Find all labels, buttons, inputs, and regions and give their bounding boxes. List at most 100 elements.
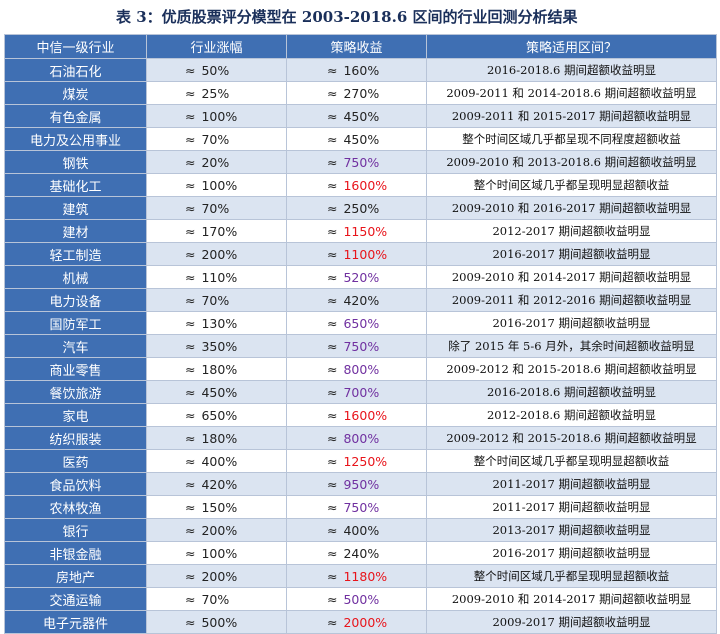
- strategy-return-cell: ≈1100%: [286, 242, 427, 266]
- approx-symbol: ≈: [327, 361, 338, 377]
- approx-symbol: ≈: [327, 62, 338, 78]
- table-row: 建材 ≈170% ≈1150% 2012-2017 期间超额收益明显: [4, 219, 717, 243]
- strategy-return-value: 750%: [343, 338, 380, 354]
- applicable-period-cell: 2009-2012 和 2015-2018.6 期间超额收益明显: [426, 357, 717, 381]
- approx-symbol: ≈: [327, 85, 338, 101]
- table-row: 食品饮料 ≈420% ≈950% 2011-2017 期间超额收益明显: [4, 472, 717, 496]
- applicable-period-cell: 除了 2015 年 5-6 月外，其余时间超额收益明显: [426, 334, 717, 358]
- table-row: 电力及公用事业 ≈70% ≈450% 整个时间区域几乎都呈现不同程度超额收益: [4, 127, 717, 151]
- applicable-period-cell: 2009-2012 和 2015-2018.6 期间超额收益明显: [426, 426, 717, 450]
- industry-cell: 汽车: [4, 334, 147, 358]
- approx-symbol: ≈: [185, 223, 196, 239]
- industry-rise-value: 500%: [201, 614, 238, 630]
- industry-rise-value: 150%: [201, 499, 238, 515]
- approx-symbol: ≈: [327, 476, 338, 492]
- industry-cell: 农林牧渔: [4, 495, 147, 519]
- approx-symbol: ≈: [327, 568, 338, 584]
- industry-rise-cell: ≈50%: [146, 58, 287, 82]
- industry-rise-value: 25%: [201, 85, 230, 101]
- header-row: 中信一级行业 行业涨幅 策略收益 策略适用区间？: [4, 34, 717, 59]
- strategy-return-value: 1600%: [343, 177, 388, 193]
- approx-symbol: ≈: [327, 315, 338, 331]
- applicable-period-cell: 2009-2011 和 2015-2017 期间超额收益明显: [426, 104, 717, 128]
- table-row: 农林牧渔 ≈150% ≈750% 2011-2017 期间超额收益明显: [4, 495, 717, 519]
- approx-symbol: ≈: [185, 338, 196, 354]
- applicable-period-cell: 2013-2017 期间超额收益明显: [426, 518, 717, 542]
- industry-rise-cell: ≈200%: [146, 518, 287, 542]
- industry-cell: 建筑: [4, 196, 147, 220]
- industry-cell: 电力及公用事业: [4, 127, 147, 151]
- industry-rise-cell: ≈170%: [146, 219, 287, 243]
- strategy-return-value: 240%: [343, 545, 380, 561]
- table-row: 石油石化 ≈50% ≈160% 2016-2018.6 期间超额收益明显: [4, 58, 717, 82]
- strategy-return-cell: ≈800%: [286, 357, 427, 381]
- table-row: 餐饮旅游 ≈450% ≈700% 2016-2018.6 期间超额收益明显: [4, 380, 717, 404]
- industry-rise-cell: ≈500%: [146, 610, 287, 634]
- approx-symbol: ≈: [185, 384, 196, 400]
- approx-symbol: ≈: [327, 499, 338, 515]
- approx-symbol: ≈: [185, 522, 196, 538]
- industry-cell: 家电: [4, 403, 147, 427]
- approx-symbol: ≈: [185, 292, 196, 308]
- approx-symbol: ≈: [185, 614, 196, 630]
- applicable-period-cell: 整个时间区域几乎都呈现明显超额收益: [426, 564, 717, 588]
- approx-symbol: ≈: [327, 131, 338, 147]
- industry-rise-cell: ≈100%: [146, 104, 287, 128]
- approx-symbol: ≈: [327, 200, 338, 216]
- strategy-return-cell: ≈250%: [286, 196, 427, 220]
- industry-rise-cell: ≈650%: [146, 403, 287, 427]
- industry-cell: 基础化工: [4, 173, 147, 197]
- strategy-return-cell: ≈1250%: [286, 449, 427, 473]
- industry-cell: 医药: [4, 449, 147, 473]
- strategy-return-value: 450%: [343, 131, 380, 147]
- applicable-period-cell: 2009-2010 和 2014-2017 期间超额收益明显: [426, 587, 717, 611]
- applicable-period-cell: 2016-2017 期间超额收益明显: [426, 541, 717, 565]
- industry-cell: 轻工制造: [4, 242, 147, 266]
- approx-symbol: ≈: [185, 315, 196, 331]
- approx-symbol: ≈: [185, 499, 196, 515]
- table-row: 房地产 ≈200% ≈1180% 整个时间区域几乎都呈现明显超额收益: [4, 564, 717, 588]
- strategy-return-value: 750%: [343, 499, 380, 515]
- industry-rise-cell: ≈150%: [146, 495, 287, 519]
- table-body: 石油石化 ≈50% ≈160% 2016-2018.6 期间超额收益明显 煤炭 ≈25% ≈…: [4, 58, 717, 634]
- industry-cell: 国防军工: [4, 311, 147, 335]
- strategy-return-cell: ≈450%: [286, 127, 427, 151]
- applicable-period-cell: 2009-2010 和 2013-2018.6 期间超额收益明显: [426, 150, 717, 174]
- approx-symbol: ≈: [327, 223, 338, 239]
- table-row: 交通运输 ≈70% ≈500% 2009-2010 和 2014-2017 期间超额收…: [4, 587, 717, 611]
- approx-symbol: ≈: [327, 292, 338, 308]
- industry-rise-cell: ≈180%: [146, 357, 287, 381]
- applicable-period-cell: 2016-2018.6 期间超额收益明显: [426, 380, 717, 404]
- approx-symbol: ≈: [327, 614, 338, 630]
- industry-rise-value: 110%: [201, 269, 238, 285]
- industry-rise-cell: ≈400%: [146, 449, 287, 473]
- table-row: 家电 ≈650% ≈1600% 2012-2018.6 期间超额收益明显: [4, 403, 717, 427]
- strategy-return-value: 450%: [343, 108, 380, 124]
- applicable-period-cell: 2016-2017 期间超额收益明显: [426, 242, 717, 266]
- industry-cell: 餐饮旅游: [4, 380, 147, 404]
- strategy-return-value: 420%: [343, 292, 380, 308]
- table-row: 国防军工 ≈130% ≈650% 2016-2017 期间超额收益明显: [4, 311, 717, 335]
- strategy-return-cell: ≈1180%: [286, 564, 427, 588]
- approx-symbol: ≈: [185, 361, 196, 377]
- industry-rise-cell: ≈420%: [146, 472, 287, 496]
- applicable-period-cell: 2012-2018.6 期间超额收益明显: [426, 403, 717, 427]
- industry-rise-value: 650%: [201, 407, 238, 423]
- industry-rise-cell: ≈100%: [146, 173, 287, 197]
- approx-symbol: ≈: [327, 154, 338, 170]
- applicable-period-cell: 整个时间区域几乎都呈现明显超额收益: [426, 173, 717, 197]
- industry-cell: 电子元器件: [4, 610, 147, 634]
- industry-cell: 食品饮料: [4, 472, 147, 496]
- industry-rise-value: 350%: [201, 338, 238, 354]
- approx-symbol: ≈: [327, 407, 338, 423]
- approx-symbol: ≈: [327, 430, 338, 446]
- strategy-return-cell: ≈400%: [286, 518, 427, 542]
- approx-symbol: ≈: [327, 246, 338, 262]
- industry-rise-cell: ≈100%: [146, 541, 287, 565]
- strategy-return-value: 400%: [343, 522, 380, 538]
- header-applicable-period: 策略适用区间？: [426, 34, 717, 59]
- strategy-return-value: 1100%: [343, 246, 388, 262]
- industry-rise-value: 450%: [201, 384, 238, 400]
- table-row: 纺织服装 ≈180% ≈800% 2009-2012 和 2015-2018.6 期间…: [4, 426, 717, 450]
- industry-cell: 建材: [4, 219, 147, 243]
